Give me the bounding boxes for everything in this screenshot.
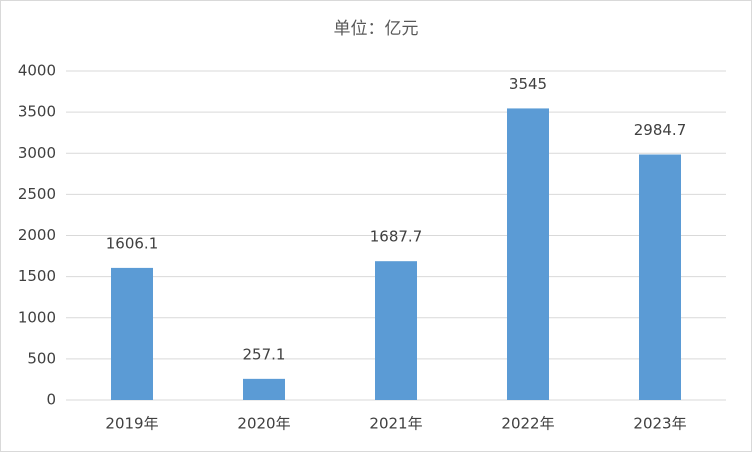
y-tick-label: 1000 [18,308,56,326]
x-tick-label: 2022年 [501,415,554,433]
chart-title: 单位：亿元 [334,19,419,39]
data-label: 257.1 [243,345,286,363]
bar [243,378,285,400]
data-label: 1687.7 [370,228,423,246]
data-label: 2984.7 [634,121,687,139]
data-label: 3545 [509,75,547,93]
y-tick-label: 4000 [18,62,56,80]
x-tick-label: 2019年 [105,415,158,433]
y-tick-label: 500 [27,349,56,367]
y-tick-label: 3500 [18,103,56,121]
y-tick-label: 3000 [18,144,56,162]
bar [639,154,681,400]
bar [375,261,417,400]
x-tick-label: 2023年 [633,415,686,433]
x-tick-label: 2020年 [237,415,290,433]
data-label: 1606.1 [106,234,159,252]
y-tick-label: 0 [46,391,56,409]
bar [507,108,549,400]
y-tick-label: 1500 [18,267,56,285]
y-tick-label: 2000 [18,226,56,244]
y-tick-label: 2500 [18,185,56,203]
bar [111,267,153,400]
x-tick-label: 2021年 [369,415,422,433]
